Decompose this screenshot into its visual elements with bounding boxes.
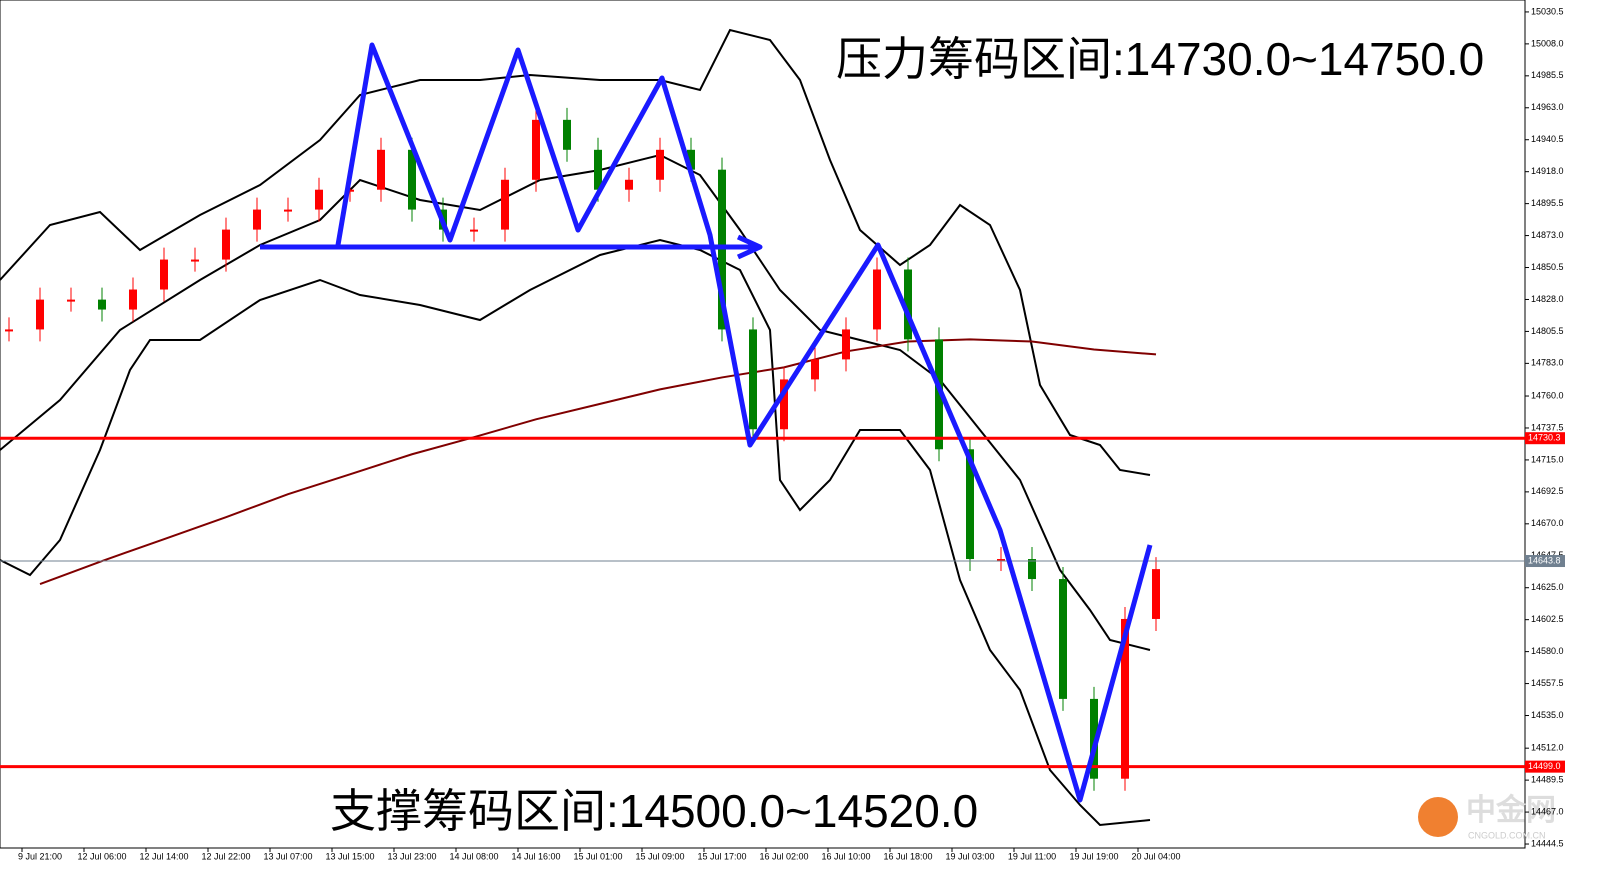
candle xyxy=(1121,618,1129,779)
x-tick-label: 12 Jul 14:00 xyxy=(139,851,188,861)
price-level-box xyxy=(1525,432,1565,445)
x-tick-label: 19 Jul 11:00 xyxy=(1008,851,1056,861)
candle xyxy=(1152,569,1160,619)
x-tick-label: 16 Jul 10:00 xyxy=(821,851,870,861)
resistance-annotation: 压力筹码区间:14730.0~14750.0 xyxy=(836,33,1484,85)
candle xyxy=(191,259,199,262)
x-tick-label: 13 Jul 23:00 xyxy=(387,851,436,861)
x-tick-label: 19 Jul 19:00 xyxy=(1069,851,1118,861)
candle xyxy=(563,119,571,150)
y-tick-label: 14940.5 xyxy=(1531,134,1564,144)
candle xyxy=(780,379,788,430)
y-tick-label: 14467.0 xyxy=(1531,806,1564,816)
candle xyxy=(1028,559,1036,580)
watermark-logo xyxy=(1418,797,1458,837)
candle xyxy=(873,269,881,330)
candle xyxy=(315,189,323,210)
candle xyxy=(904,269,912,340)
candle xyxy=(160,259,168,290)
y-tick-label: 14850.5 xyxy=(1531,262,1564,272)
y-tick-label: 14670.0 xyxy=(1531,518,1564,528)
y-tick-label: 14963.0 xyxy=(1531,102,1564,112)
candle xyxy=(749,329,757,430)
y-tick-label: 14489.5 xyxy=(1531,775,1564,785)
watermark-url: CNGOLD.COM.CN xyxy=(1468,830,1546,840)
x-tick-label: 12 Jul 22:00 xyxy=(201,851,250,861)
candle xyxy=(687,149,695,170)
candle xyxy=(470,229,478,232)
candle xyxy=(997,559,1005,562)
price-level-label: 14730.3 xyxy=(1528,433,1561,443)
price-level-box xyxy=(1525,555,1565,568)
candle xyxy=(718,169,726,330)
x-tick-label: 15 Jul 17:00 xyxy=(697,851,746,861)
x-tick-label: 15 Jul 09:00 xyxy=(635,851,684,861)
x-tick-label: 14 Jul 16:00 xyxy=(511,851,560,861)
x-tick-label: 16 Jul 18:00 xyxy=(883,851,932,861)
x-tick-label: 13 Jul 07:00 xyxy=(263,851,312,861)
candle xyxy=(811,359,819,380)
y-tick-label: 14715.0 xyxy=(1531,454,1564,464)
y-tick-label: 14512.0 xyxy=(1531,743,1564,753)
candle xyxy=(98,299,106,310)
x-tick-label: 9 Jul 21:00 xyxy=(18,851,62,861)
candle xyxy=(284,209,292,212)
candle xyxy=(408,149,416,210)
arrow-pattern xyxy=(260,42,1153,803)
y-tick-label: 15030.5 xyxy=(1531,6,1564,16)
y-tick-label: 14760.0 xyxy=(1531,390,1564,400)
candle xyxy=(935,339,943,450)
candle xyxy=(5,329,13,332)
candle xyxy=(1059,579,1067,699)
y-tick-label: 14783.0 xyxy=(1531,358,1564,368)
candle xyxy=(594,149,602,190)
price-level-label: 14499.0 xyxy=(1528,761,1561,771)
y-tick-label: 14580.0 xyxy=(1531,646,1564,656)
x-tick-label: 20 Jul 04:00 xyxy=(1131,851,1180,861)
y-tick-label: 14557.5 xyxy=(1531,678,1564,688)
candle xyxy=(377,149,385,190)
y-tick-label: 14444.5 xyxy=(1531,838,1564,848)
x-tick-label: 16 Jul 02:00 xyxy=(759,851,808,861)
candle xyxy=(966,449,974,560)
x-tick-label: 15 Jul 01:00 xyxy=(573,851,622,861)
band-upper xyxy=(0,28,1151,476)
y-tick-label: 14737.5 xyxy=(1531,422,1564,432)
y-tick-label: 14692.5 xyxy=(1531,486,1564,496)
candle xyxy=(656,149,664,180)
y-tick-label: 14873.0 xyxy=(1531,230,1564,240)
price-level-box xyxy=(1525,760,1565,773)
candle xyxy=(67,299,75,302)
candle xyxy=(346,189,354,192)
candle xyxy=(625,179,633,190)
x-tick-label: 14 Jul 08:00 xyxy=(449,851,498,861)
support-annotation: 支撑筹码区间:14500.0~14520.0 xyxy=(330,785,978,837)
candle xyxy=(36,299,44,330)
candle xyxy=(222,229,230,260)
price-level-label: 14643.8 xyxy=(1528,555,1561,565)
y-tick-label: 14602.5 xyxy=(1531,614,1564,624)
x-tick-label: 19 Jul 03:00 xyxy=(945,851,994,861)
candle xyxy=(501,179,509,230)
y-tick-label: 14805.5 xyxy=(1531,326,1564,336)
y-tick-label: 14828.0 xyxy=(1531,294,1564,304)
candle xyxy=(842,329,850,360)
y-tick-label: 14985.5 xyxy=(1531,70,1564,80)
y-tick-label: 14535.0 xyxy=(1531,710,1564,720)
band-lower xyxy=(0,238,1151,827)
x-tick-label: 12 Jul 06:00 xyxy=(77,851,126,861)
moving-average xyxy=(39,338,1157,585)
y-tick-label: 15008.0 xyxy=(1531,38,1564,48)
candle xyxy=(1090,698,1098,779)
candle xyxy=(253,209,261,230)
candle xyxy=(532,119,540,180)
y-tick-label: 14918.0 xyxy=(1531,166,1564,176)
y-tick-label: 14625.0 xyxy=(1531,582,1564,592)
x-tick-label: 13 Jul 15:00 xyxy=(325,851,374,861)
watermark: 中金网 xyxy=(1466,793,1556,827)
candle xyxy=(129,289,137,310)
y-tick-label: 14895.5 xyxy=(1531,198,1564,208)
